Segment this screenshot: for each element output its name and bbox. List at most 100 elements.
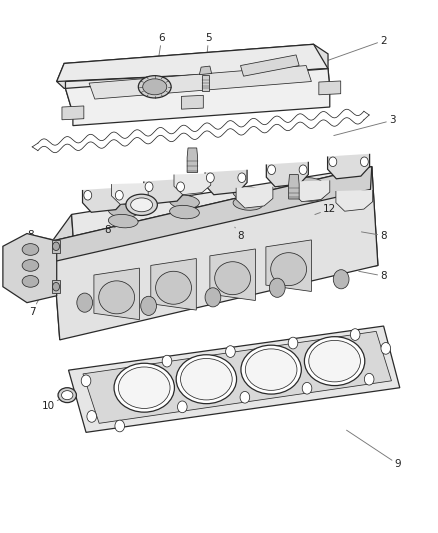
- Circle shape: [267, 165, 275, 174]
- Text: 12: 12: [314, 204, 336, 214]
- Ellipse shape: [22, 276, 39, 287]
- Circle shape: [298, 165, 306, 174]
- Circle shape: [364, 373, 373, 385]
- Polygon shape: [187, 148, 197, 172]
- Circle shape: [328, 157, 336, 166]
- Polygon shape: [52, 214, 78, 340]
- Circle shape: [350, 329, 359, 341]
- Text: 11: 11: [181, 196, 194, 214]
- Ellipse shape: [169, 195, 199, 208]
- Polygon shape: [292, 180, 329, 201]
- Ellipse shape: [233, 187, 262, 200]
- Ellipse shape: [214, 262, 250, 295]
- Circle shape: [225, 346, 235, 358]
- Text: 4: 4: [110, 202, 140, 212]
- Ellipse shape: [180, 359, 232, 400]
- Ellipse shape: [99, 281, 134, 314]
- Ellipse shape: [126, 194, 157, 215]
- Circle shape: [115, 420, 124, 432]
- Polygon shape: [199, 66, 211, 75]
- Polygon shape: [288, 174, 298, 199]
- Circle shape: [53, 242, 60, 251]
- Ellipse shape: [169, 205, 199, 219]
- Polygon shape: [144, 179, 185, 204]
- Polygon shape: [266, 162, 307, 187]
- Polygon shape: [89, 66, 311, 99]
- Circle shape: [380, 343, 390, 354]
- Text: 6: 6: [156, 33, 165, 71]
- Circle shape: [237, 173, 245, 182]
- Ellipse shape: [308, 341, 360, 382]
- Circle shape: [332, 270, 348, 289]
- Ellipse shape: [270, 253, 306, 286]
- Ellipse shape: [293, 188, 323, 201]
- Ellipse shape: [22, 260, 39, 271]
- Circle shape: [77, 293, 92, 312]
- Text: 8: 8: [234, 227, 243, 241]
- Circle shape: [53, 282, 60, 291]
- Ellipse shape: [61, 391, 73, 400]
- Ellipse shape: [142, 79, 166, 95]
- Text: 3: 3: [333, 115, 395, 135]
- Ellipse shape: [108, 204, 138, 217]
- Polygon shape: [94, 268, 139, 320]
- Circle shape: [84, 190, 92, 200]
- Circle shape: [360, 157, 367, 166]
- Polygon shape: [327, 154, 369, 179]
- Ellipse shape: [22, 244, 39, 255]
- Text: 8: 8: [27, 230, 57, 240]
- Ellipse shape: [114, 364, 174, 412]
- Circle shape: [205, 288, 220, 307]
- Circle shape: [240, 391, 249, 403]
- Circle shape: [288, 337, 297, 349]
- Polygon shape: [52, 280, 60, 293]
- Polygon shape: [65, 69, 329, 126]
- Ellipse shape: [118, 367, 170, 408]
- Ellipse shape: [131, 198, 152, 212]
- Polygon shape: [111, 183, 148, 204]
- Polygon shape: [150, 259, 196, 310]
- Circle shape: [301, 382, 311, 394]
- Text: 8: 8: [358, 271, 386, 281]
- Polygon shape: [71, 166, 377, 313]
- Polygon shape: [3, 233, 57, 303]
- Polygon shape: [52, 166, 377, 340]
- Polygon shape: [57, 44, 327, 88]
- Text: 5: 5: [205, 33, 212, 68]
- Ellipse shape: [155, 271, 191, 304]
- Polygon shape: [68, 326, 399, 432]
- Polygon shape: [82, 187, 124, 212]
- Text: 8: 8: [360, 231, 386, 241]
- Circle shape: [145, 182, 152, 191]
- Ellipse shape: [233, 197, 262, 210]
- Circle shape: [162, 356, 171, 367]
- Ellipse shape: [176, 355, 236, 403]
- Polygon shape: [181, 95, 203, 109]
- Circle shape: [141, 296, 156, 316]
- Polygon shape: [202, 75, 208, 91]
- Polygon shape: [335, 190, 372, 211]
- Polygon shape: [205, 169, 247, 195]
- Polygon shape: [265, 240, 311, 292]
- Text: 10: 10: [41, 397, 65, 411]
- Ellipse shape: [138, 76, 171, 98]
- Polygon shape: [236, 187, 272, 208]
- Circle shape: [177, 401, 187, 413]
- Polygon shape: [52, 240, 60, 253]
- Ellipse shape: [304, 337, 364, 385]
- Ellipse shape: [240, 345, 300, 394]
- Text: 2: 2: [296, 36, 386, 71]
- Text: 8: 8: [104, 225, 115, 236]
- Polygon shape: [65, 69, 329, 114]
- Text: 7: 7: [29, 291, 43, 317]
- Ellipse shape: [58, 387, 76, 402]
- Circle shape: [269, 278, 285, 297]
- Polygon shape: [173, 173, 210, 195]
- Circle shape: [81, 375, 91, 386]
- Polygon shape: [209, 249, 255, 301]
- Circle shape: [206, 173, 214, 182]
- Circle shape: [87, 410, 96, 422]
- Ellipse shape: [293, 177, 323, 191]
- Polygon shape: [318, 81, 340, 95]
- Ellipse shape: [108, 214, 138, 228]
